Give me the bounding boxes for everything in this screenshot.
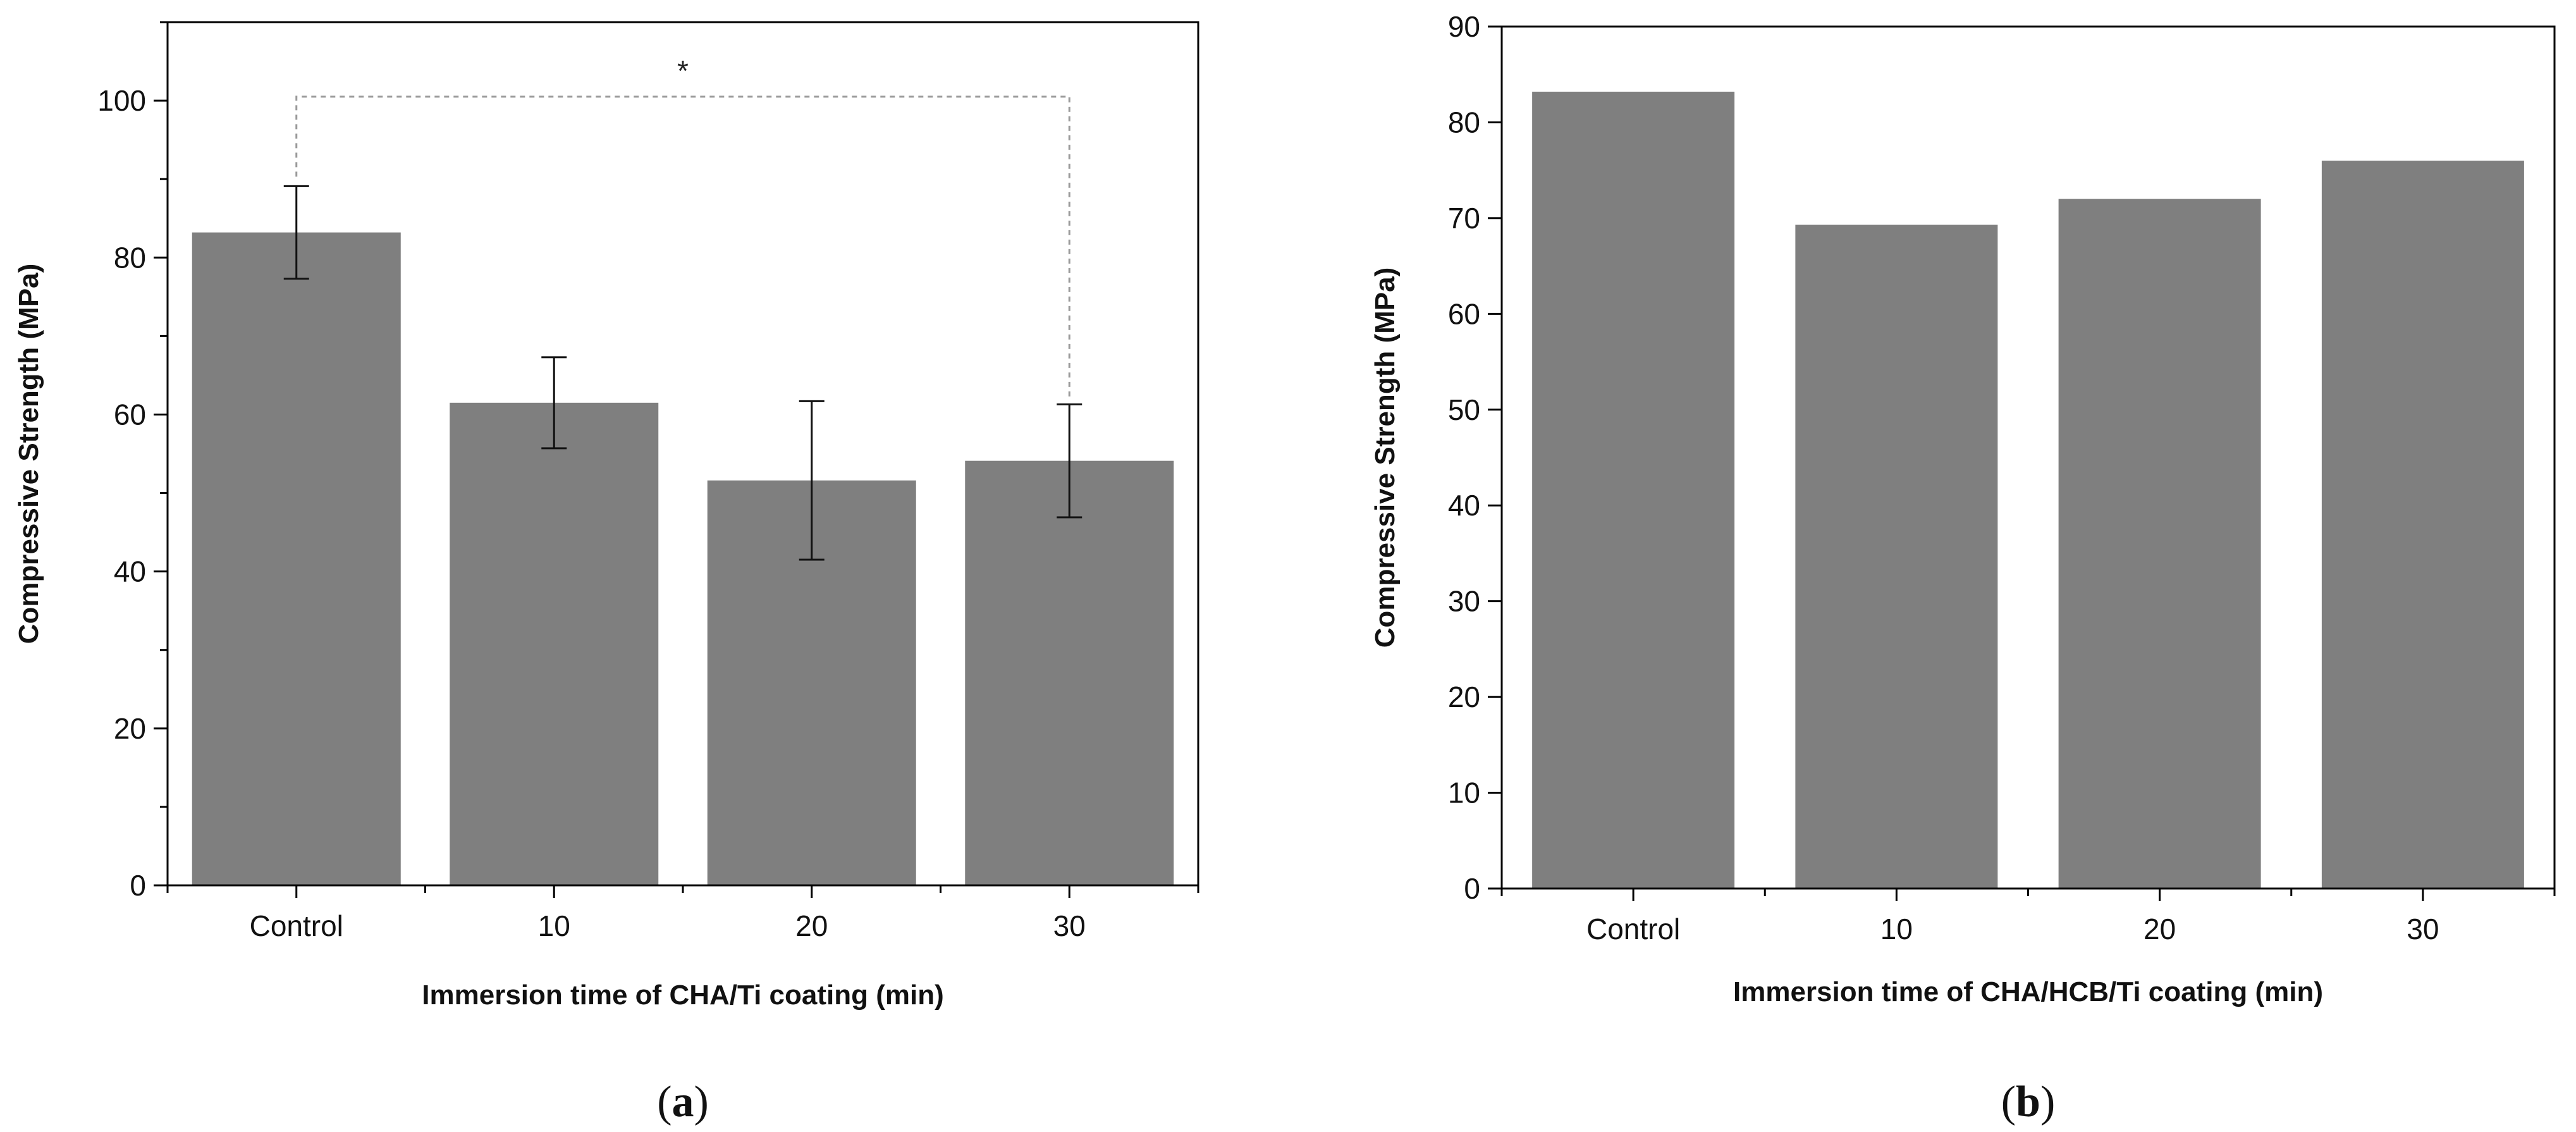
panel-label-b: (b) [2001, 1078, 2056, 1126]
panel-label-a-close: ) [694, 1078, 709, 1126]
panel-label-a: (a) [657, 1078, 709, 1126]
y-tick-label-b-0: 0 [1464, 872, 1480, 905]
chart-panel-b: 0 10 20 30 40 50 60 70 80 90 Control 10 20 30 Immers… [1370, 10, 2556, 1126]
significance-bracket [295, 95, 1070, 397]
error-bar-a-1 [541, 356, 567, 450]
y-tick-label-b-9: 90 [1448, 10, 1480, 43]
error-bar-a-3 [1057, 403, 1083, 519]
bar-series-b [1532, 91, 2524, 889]
y-tick-label-b-6: 60 [1448, 297, 1480, 330]
bar-a-0 [192, 232, 401, 886]
significance-bracket-line [295, 95, 1070, 397]
panel-label-a-letter: a [672, 1078, 694, 1126]
y-tick-label-b-8: 80 [1448, 106, 1480, 138]
y-tick-label-a-0: 0 [130, 869, 146, 902]
significance-label: * [677, 54, 689, 87]
error-bars-a [283, 185, 1083, 561]
y-tick-label-b-2: 20 [1448, 680, 1480, 713]
x-axis-title-a: Immersion time of CHA/Ti coating (min) [422, 980, 943, 1011]
x-axis-title-b: Immersion time of CHA/HCB/Ti coating (mi… [1733, 976, 2323, 1007]
bar-b-2 [2058, 199, 2261, 889]
y-axis-title-a: Compressive Strength (MPa) [13, 264, 44, 644]
plot-frame-b [1500, 25, 2556, 890]
panel-label-a-open: ( [657, 1078, 672, 1126]
y-tick-label-b-4: 40 [1448, 489, 1480, 522]
bar-a-1 [450, 402, 659, 885]
y-axis-ticks-a: 0 20 40 60 80 100 [97, 21, 168, 902]
error-bar-a-0 [283, 185, 309, 280]
bar-series-a [192, 232, 1174, 886]
chart-panel-a: * 0 20 40 60 80 100 Control 10 20 30 Immersion t… [13, 21, 1199, 1126]
panel-label-b-letter: b [2016, 1078, 2040, 1126]
y-tick-label-a-5: 100 [97, 84, 146, 117]
x-tick-label-a-2: 20 [795, 909, 828, 942]
y-axis-title-b: Compressive Strength (MPa) [1370, 268, 1401, 648]
x-tick-label-b-1: 10 [1880, 913, 1913, 945]
x-tick-label-b-2: 20 [2144, 913, 2176, 945]
panel-label-b-close: ) [2040, 1078, 2055, 1126]
y-axis-ticks-b: 0 10 20 30 40 50 60 70 80 90 [1448, 10, 1502, 905]
plot-frame-a [166, 21, 1199, 887]
error-bar-a-2 [799, 400, 825, 561]
x-tick-label-a-1: 10 [538, 909, 570, 942]
y-tick-label-a-1: 20 [114, 712, 146, 745]
x-tick-label-b-0: Control [1586, 913, 1680, 945]
x-tick-label-a-3: 30 [1053, 909, 1086, 942]
y-tick-label-a-2: 40 [114, 555, 146, 588]
y-tick-label-a-3: 60 [114, 398, 146, 431]
y-tick-label-b-7: 70 [1448, 202, 1480, 235]
x-axis-ticks-a: Control 10 20 30 [166, 885, 1199, 942]
bar-b-0 [1532, 91, 1735, 889]
bar-b-3 [2321, 161, 2524, 889]
bar-b-1 [1795, 225, 1998, 889]
bar-a-3 [965, 460, 1174, 885]
y-tick-label-a-4: 80 [114, 241, 146, 274]
x-axis-ticks-b: Control 10 20 30 [1500, 889, 2556, 945]
y-tick-label-b-5: 50 [1448, 393, 1480, 426]
y-tick-label-b-3: 30 [1448, 585, 1480, 618]
y-tick-label-b-1: 10 [1448, 777, 1480, 809]
panel-label-b-open: ( [2001, 1078, 2016, 1126]
x-tick-label-a-0: Control [250, 909, 343, 942]
x-tick-label-b-3: 30 [2407, 913, 2439, 945]
